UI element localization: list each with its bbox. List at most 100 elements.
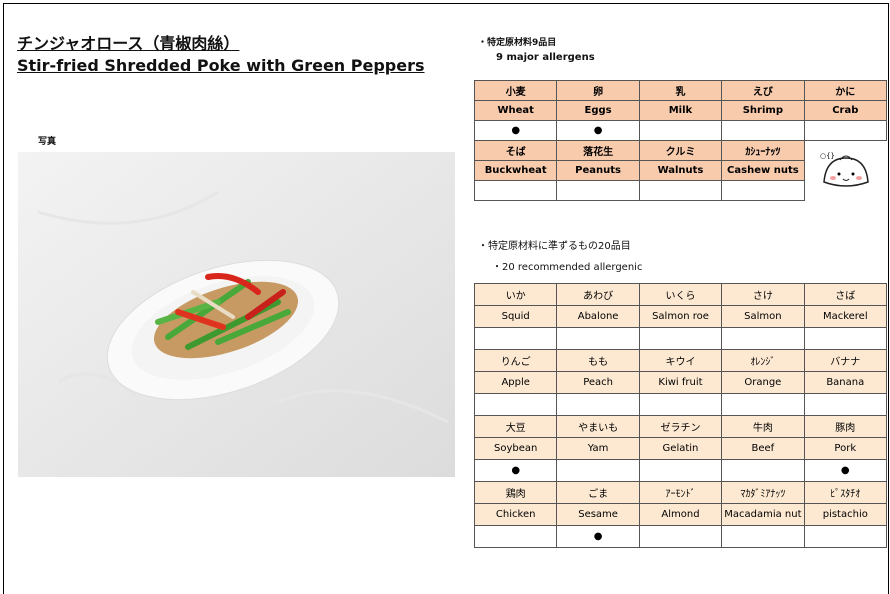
allergen-en: Shrimp [721, 100, 805, 121]
table-row: ● ● [473, 120, 888, 141]
rec-title-ja: ・特定原材料に準ずるもの20品目 [478, 241, 631, 252]
allergen-ja: クルミ [638, 140, 723, 161]
allergen-mark [556, 393, 640, 416]
mascot-cell: ○{} [804, 141, 886, 201]
allergen-ja: りんご [473, 349, 558, 372]
allergen-mark [803, 393, 888, 416]
table-row: いか あわび いくら さけ さば [473, 283, 888, 306]
allergen-en: Abalone [556, 305, 640, 328]
allergen-mark [473, 525, 558, 548]
allergen-mark [721, 525, 805, 548]
major-table: 小麦卵乳えび かに Wheat Eggs Milk Shrimp Crab ● ● そば 落花生 クル… [473, 80, 888, 201]
allergen-ja: キウイ [638, 349, 723, 372]
allergen-en: Yam [556, 437, 640, 460]
allergen-mark [721, 180, 805, 201]
allergen-ja: あわび [556, 283, 640, 306]
recommended-table: いか あわび いくら さけ さば Squid Abalone Salmon roe Salmon… [473, 283, 888, 548]
allergen-en: Cashew nuts [721, 160, 805, 181]
photo-label: 写真 [38, 137, 57, 147]
allergen-en: pistachio [803, 503, 888, 526]
title-en: Stir-fried Shredded Poke with Green Pepp… [17, 56, 425, 75]
allergen-ja: やまいも [556, 415, 640, 438]
allergen-ja: 鶏肉 [473, 481, 558, 504]
allergen-en: Peanuts [556, 160, 640, 181]
major-title-en: 9 major allergens [496, 52, 595, 63]
allergen-ja: 落花生 [556, 140, 640, 161]
allergen-en: Soybean [473, 437, 558, 460]
allergen-ja: ごま [556, 481, 640, 504]
allergen-mark [638, 525, 723, 548]
allergen-ja: 乳 [638, 80, 723, 101]
allergen-en: Buckwheat [473, 160, 558, 181]
svg-text:○{}: ○{} [820, 152, 835, 160]
allergen-en: Pork [803, 437, 888, 460]
allergen-mark: ● [556, 525, 640, 548]
allergen-en: Orange [721, 371, 805, 394]
allergen-en: Mackerel [803, 305, 888, 328]
table-row: 小麦卵乳えび かに [473, 80, 888, 101]
allergen-en: Eggs [556, 100, 640, 121]
allergen-en: Apple [473, 371, 558, 394]
allergen-mark [473, 327, 558, 350]
allergen-ja: そば [473, 140, 558, 161]
allergen-ja: ｵﾚﾝｼﾞ [721, 349, 805, 372]
table-row: Apple Peach Kiwi fruit Orange Banana [473, 371, 888, 394]
allergen-mark [721, 327, 805, 350]
allergen-ja: いか [473, 283, 558, 306]
allergen-ja: いくら [638, 283, 723, 306]
allergen-en: Gelatin [638, 437, 723, 460]
table-row [473, 327, 888, 350]
allergen-en: Walnuts [638, 160, 723, 181]
allergen-ja: バナナ [803, 349, 888, 372]
allergen-mark [803, 525, 888, 548]
allergen-mark [721, 120, 805, 141]
allergen-mark [473, 393, 558, 416]
allergen-en: Squid [473, 305, 558, 328]
allergen-mark: ● [803, 459, 888, 482]
allergen-mark [638, 120, 723, 141]
allergen-mark: ● [473, 459, 558, 482]
table-row: そば 落花生 クルミ ｶｼｭｰﾅｯﾂ ○{} [473, 140, 887, 187]
table-row: Soybean Yam Gelatin Beef Pork [473, 437, 888, 460]
allergen-ja: 豚肉 [803, 415, 888, 438]
table-row: ● [473, 525, 888, 548]
allergen-ja: ゼラチン [638, 415, 723, 438]
allergen-ja: さけ [721, 283, 805, 306]
photo [18, 152, 455, 477]
allergen-ja: 牛肉 [721, 415, 805, 438]
table-row: Chicken Sesame Almond Macadamia nut pistachi… [473, 503, 888, 526]
allergen-en: Macadamia nut [721, 503, 805, 526]
allergen-en: Banana [803, 371, 888, 394]
allergen-ja: ｱｰﾓﾝﾄﾞ [638, 481, 723, 504]
table-row: Squid Abalone Salmon roe Salmon Mackerel [473, 305, 888, 328]
table-row [473, 393, 888, 416]
allergen-ja: 小麦 [473, 80, 558, 101]
table-row [473, 180, 887, 201]
allergen-ja: 大豆 [473, 415, 558, 438]
allergen-ja: ﾏｶﾀﾞﾐｱﾅｯﾂ [721, 481, 805, 504]
allergen-mark [556, 327, 640, 350]
allergen-ja: かに [803, 80, 888, 101]
allergen-mark [638, 459, 723, 482]
table-row: 鶏肉 ごま ｱｰﾓﾝﾄﾞ ﾏｶﾀﾞﾐｱﾅｯﾂ ﾋﾟｽﾀﾁｵ [473, 481, 888, 504]
major-title-ja: ・特定原材料9品目 [478, 38, 557, 48]
allergen-mark [638, 393, 723, 416]
allergen-mark [638, 180, 723, 201]
allergen-mark [556, 459, 640, 482]
frame [3, 3, 889, 594]
allergen-mark: ● [473, 120, 558, 141]
table-row: 大豆 やまいも ゼラチン 牛肉 豚肉 [473, 415, 888, 438]
allergen-ja: ﾋﾟｽﾀﾁｵ [803, 481, 888, 504]
allergen-mark [721, 459, 805, 482]
allergen-en: Chicken [473, 503, 558, 526]
allergen-ja: もも [556, 349, 640, 372]
allergen-en: Almond [638, 503, 723, 526]
table-row: Wheat Eggs Milk Shrimp Crab [473, 100, 888, 121]
allergen-mark: ● [556, 120, 640, 141]
allergen-en: Kiwi fruit [638, 371, 723, 394]
allergen-ja: えび [721, 80, 805, 101]
rec-title-en: ・20 recommended allergenic [492, 262, 643, 273]
allergen-en: Peach [556, 371, 640, 394]
table-row: りんご もも キウイ ｵﾚﾝｼﾞ バナナ [473, 349, 888, 372]
